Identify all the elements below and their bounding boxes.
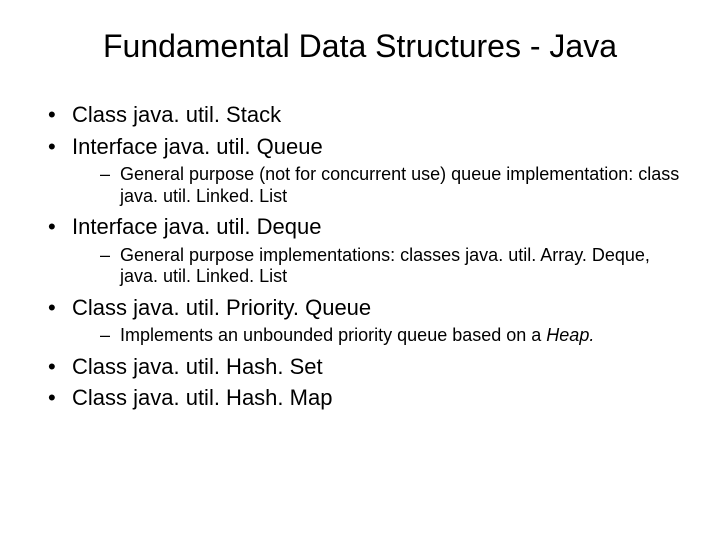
bullet-priorityqueue-sub1-text-b: Heap. <box>546 325 594 345</box>
bullet-deque-sub1-text: General purpose implementations: classes… <box>120 245 650 287</box>
bullet-deque-text: Interface java. util. Deque <box>72 214 321 239</box>
bullet-priorityqueue-sub1-text-a: Implements an unbounded priority queue b… <box>120 325 546 345</box>
bullet-queue-sub1: General purpose (not for concurrent use)… <box>100 164 690 207</box>
bullet-hashset: Class java. util. Hash. Set <box>48 353 690 381</box>
bullet-hashmap-text: Class java. util. Hash. Map <box>72 385 332 410</box>
bullet-queue-sub1-text: General purpose (not for concurrent use)… <box>120 164 679 206</box>
bullet-queue: Interface java. util. Queue General purp… <box>48 133 690 208</box>
slide: Fundamental Data Structures - Java Class… <box>0 0 720 540</box>
bullet-list-level1: Class java. util. Stack Interface java. … <box>30 101 690 412</box>
bullet-hashset-text: Class java. util. Hash. Set <box>72 354 323 379</box>
bullet-queue-text: Interface java. util. Queue <box>72 134 323 159</box>
bullet-priorityqueue-sublist: Implements an unbounded priority queue b… <box>72 325 690 347</box>
bullet-deque-sublist: General purpose implementations: classes… <box>72 245 690 288</box>
bullet-queue-sublist: General purpose (not for concurrent use)… <box>72 164 690 207</box>
bullet-stack: Class java. util. Stack <box>48 101 690 129</box>
bullet-priorityqueue: Class java. util. Priority. Queue Implem… <box>48 294 690 347</box>
bullet-stack-text: Class java. util. Stack <box>72 102 281 127</box>
bullet-deque-sub1: General purpose implementations: classes… <box>100 245 690 288</box>
bullet-hashmap: Class java. util. Hash. Map <box>48 384 690 412</box>
slide-title: Fundamental Data Structures - Java <box>30 28 690 65</box>
bullet-deque: Interface java. util. Deque General purp… <box>48 213 690 288</box>
bullet-priorityqueue-text: Class java. util. Priority. Queue <box>72 295 371 320</box>
bullet-priorityqueue-sub1: Implements an unbounded priority queue b… <box>100 325 690 347</box>
